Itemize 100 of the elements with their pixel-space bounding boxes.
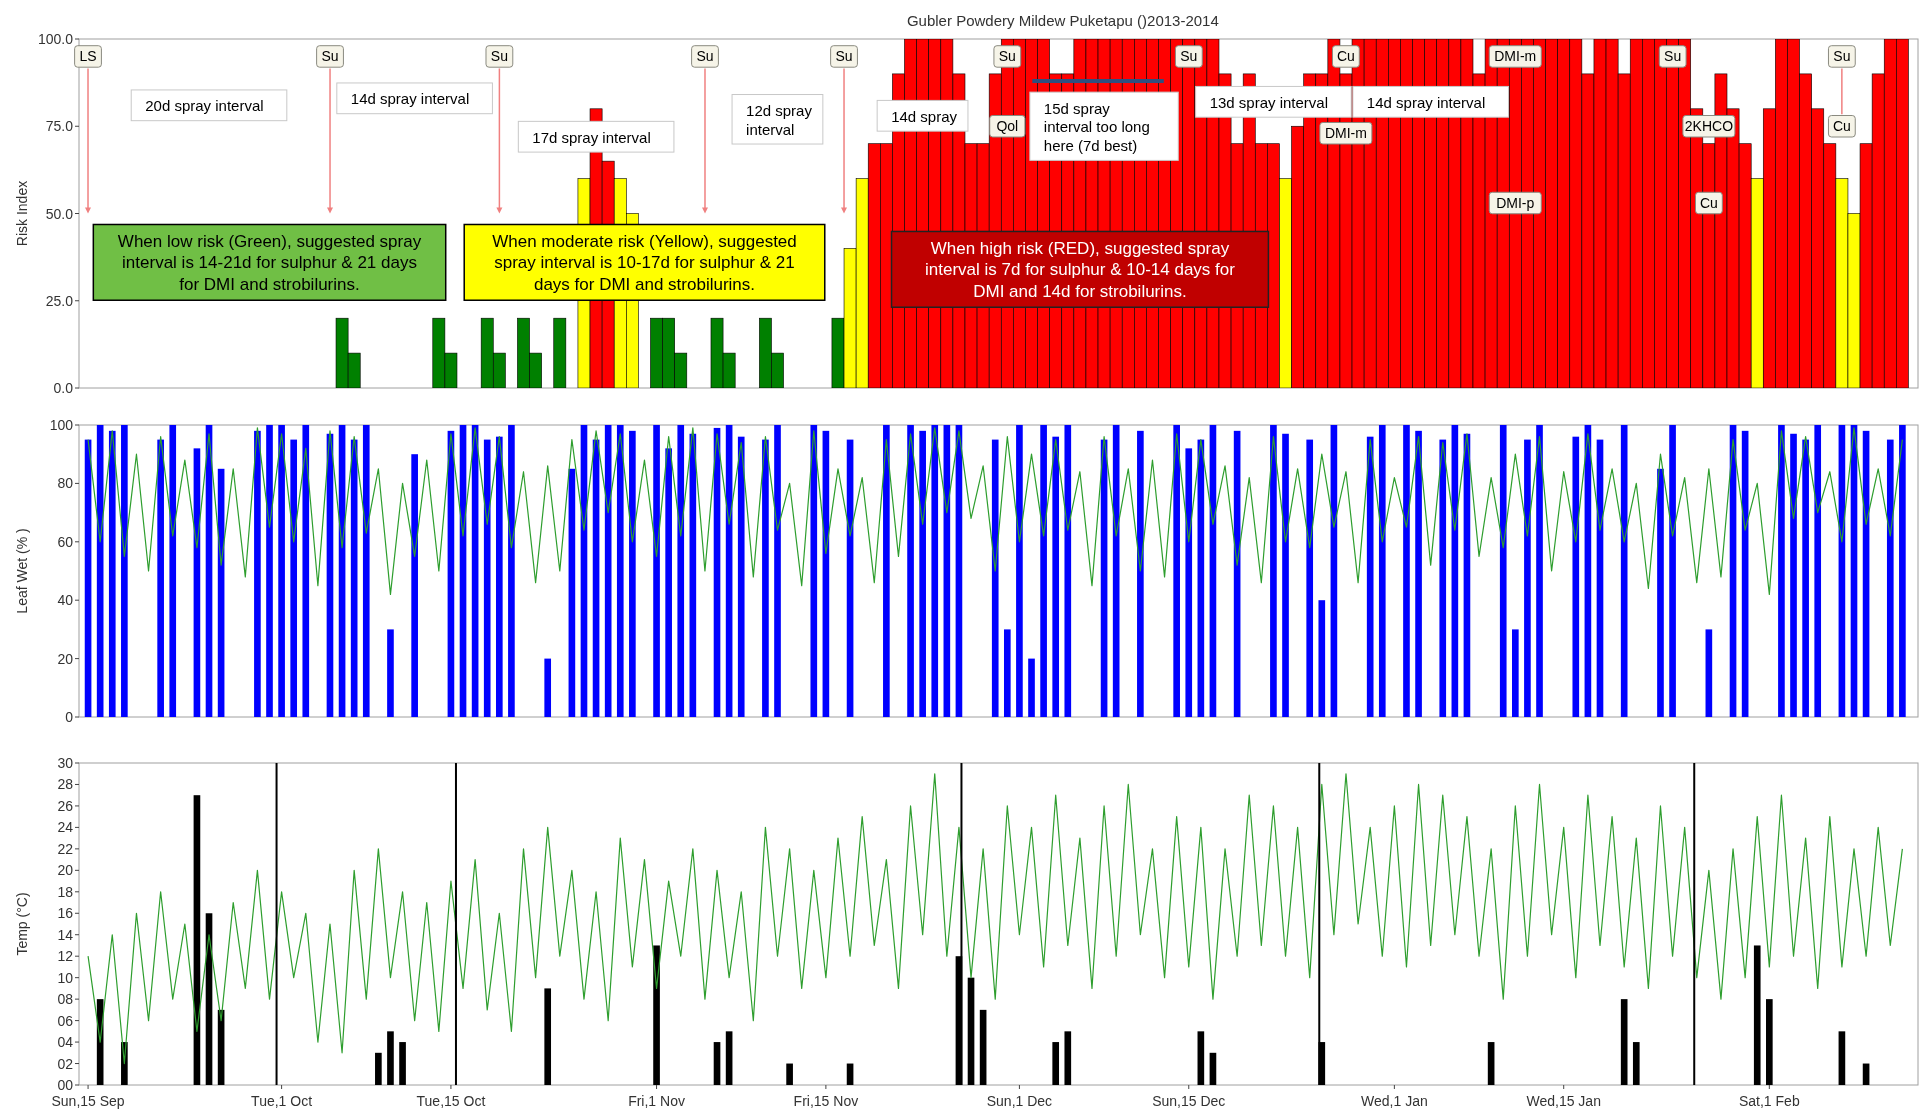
annotation: 15d spray interval too long here (7d best) [1043,99,1150,154]
label-tag: Cu [1332,45,1360,68]
label-tag: Su [993,45,1022,68]
bar [254,430,261,717]
label-tag: Su [830,45,858,68]
annotation: Su [1664,48,1682,65]
y-tick-label: 24 [57,819,74,836]
bar [737,436,745,717]
x-tick-label: Fri,15 Nov [793,1093,859,1109]
bar [399,1042,406,1085]
bar [1657,468,1664,717]
annotation: 17d spray interval [532,128,651,146]
bar [290,439,298,717]
bar [1403,425,1410,717]
bar [1705,629,1713,717]
annotation: Cu [1832,118,1851,135]
bar [629,430,636,717]
bar [1040,425,1047,717]
bar [1378,425,1386,717]
callout-box: When high risk (RED), suggested spray interval is 7d for sulphur & 10-14 days for DMI and 14d for strobilurins. [890,230,1270,308]
bar [1439,439,1447,717]
bar [1366,436,1374,717]
bar [121,425,128,717]
annotation: When low risk (Green), suggested spray interval is 14-21d for sulphur & 21 days for DMI and strobilurins. [117,231,422,294]
x-tick-label: Sun,15 Sep [51,1093,125,1109]
bar [1899,425,1906,717]
annotation: Su [1833,48,1851,65]
annotation: Qol [996,118,1019,135]
chart-title: Gubler Powdery Mildew Puketapu ()2013-2014 [906,11,1219,29]
bar [387,1031,394,1085]
callout-box: When low risk (Green), suggested spray interval is 14-21d for sulphur & 21 days for DMI and strobilurins. [92,223,447,301]
bar [1064,425,1072,717]
bar [1318,600,1326,717]
y-tick-label: 75.0 [45,118,74,135]
bar [1052,436,1060,717]
bar [387,629,394,717]
bar [1886,439,1894,717]
bar [1753,945,1761,1085]
label-tag: DMI-m [1319,122,1373,145]
y-tick-label: 02 [57,1055,74,1072]
bar [653,945,660,1085]
bar [1173,425,1180,717]
bar [762,439,769,717]
bar [653,425,660,717]
label-tag: LS [74,45,102,68]
bar [810,425,818,717]
annotation: Su [321,48,339,65]
callout-box: 12d spray interval [731,94,824,145]
bar [1052,1042,1060,1085]
bar [713,1042,721,1085]
y-tick-label: 40 [57,592,74,609]
bar [1790,433,1797,717]
bar [411,454,418,717]
label-tag: Su [316,45,344,68]
bar [1766,999,1773,1085]
annotation: Cu [1699,195,1718,212]
y-axis-title: Risk Index [14,180,30,247]
label-tag: Cu [1827,115,1856,138]
y-tick-label: 04 [57,1034,74,1051]
bar [1524,439,1531,717]
annotation: DMI-m [1324,125,1367,142]
y-tick-label: 60 [57,533,74,550]
bar [495,436,503,717]
bar [375,1052,382,1085]
bar [1415,430,1422,717]
y-tick-label: 18 [57,883,74,900]
bar [677,425,685,717]
annotation: DMI-m [1494,48,1537,65]
bar [616,425,624,717]
callout-box: 13d spray interval [1195,85,1352,118]
annotation: 20d spray interval [145,96,264,114]
y-tick-label: 22 [57,840,74,857]
x-tick-label: Sat,1 Feb [1738,1093,1800,1109]
bar [919,430,926,717]
label-tag: Su [1658,45,1687,68]
callout-box: 20d spray interval [130,89,288,122]
bar [1185,448,1193,717]
bar [278,425,285,717]
bar [544,658,552,717]
x-tick-label: Tue,15 Oct [416,1093,486,1109]
annotation: Su [835,48,853,65]
bar [568,468,576,717]
x-tick-label: Wed,15 Jan [1526,1093,1601,1109]
bar [1270,425,1277,717]
y-tick-label: 14 [57,926,74,943]
y-tick-label: 20 [57,650,74,667]
label-tag: DMI-m [1488,45,1542,68]
annotation: 12d spray interval [746,101,813,138]
line-series [87,427,1903,595]
bar [991,439,999,717]
y-axis-title: Leaf Wet (% ) [14,528,30,614]
annotation: 13d spray interval [1209,93,1329,111]
bar [1282,433,1289,717]
callout-box: 14d spray [876,99,969,132]
annotation: DMI-p [1496,195,1535,212]
bar [931,425,939,717]
y-tick-label: 00 [57,1077,74,1093]
bar [883,425,890,717]
annotation: When high risk (RED), suggested spray interval is 7d for sulphur & 10-14 days for DMI and 14d for strobilurins. [925,238,1236,301]
bar [1620,999,1628,1085]
